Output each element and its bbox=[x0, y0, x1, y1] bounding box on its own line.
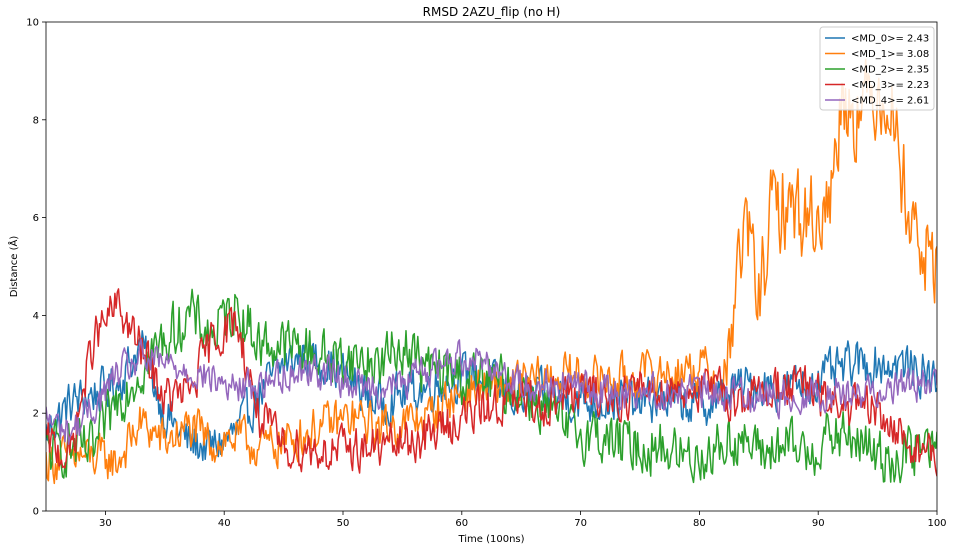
chart-title: RMSD 2AZU_flip (no H) bbox=[423, 5, 561, 19]
series-layer bbox=[46, 58, 937, 485]
legend-entry: <MD_2>= 2.35 bbox=[851, 65, 929, 76]
x-tick-label: 30 bbox=[99, 518, 112, 529]
y-tick-label: 6 bbox=[33, 213, 39, 224]
x-tick-label: 100 bbox=[927, 518, 946, 529]
y-tick-label: 10 bbox=[26, 18, 39, 29]
legend-entry: <MD_4>= 2.61 bbox=[851, 96, 929, 107]
series-line-md2 bbox=[46, 288, 937, 484]
y-tick-label: 4 bbox=[33, 311, 39, 322]
x-axis: 30 40 50 60 70 80 90 100 bbox=[99, 511, 947, 529]
y-tick-label: 2 bbox=[33, 409, 39, 420]
y-tick-label: 8 bbox=[33, 115, 39, 126]
x-tick-label: 80 bbox=[693, 518, 706, 529]
legend-entry: <MD_3>= 2.23 bbox=[851, 80, 929, 91]
y-tick-label: 0 bbox=[33, 507, 39, 518]
series-line-md4 bbox=[46, 338, 937, 445]
x-tick-label: 40 bbox=[218, 518, 231, 529]
y-axis: 0 2 4 6 8 10 bbox=[26, 18, 46, 518]
legend: <MD_0>= 2.43 <MD_1>= 3.08 <MD_2>= 2.35 <MD_… bbox=[819, 26, 935, 111]
legend-entry: <MD_1>= 3.08 bbox=[851, 49, 929, 60]
legend-entry: <MD_0>= 2.43 bbox=[851, 34, 929, 45]
legend-box bbox=[819, 26, 935, 111]
plot-area-frame bbox=[45, 21, 938, 512]
series-line-md1 bbox=[46, 58, 937, 485]
x-tick-label: 90 bbox=[812, 518, 825, 529]
x-tick-label: 60 bbox=[455, 518, 468, 529]
x-tick-label: 70 bbox=[574, 518, 587, 529]
x-axis-label: Time (100ns) bbox=[457, 534, 524, 545]
y-axis-label: Distance (Å) bbox=[7, 236, 20, 298]
x-tick-label: 50 bbox=[337, 518, 350, 529]
